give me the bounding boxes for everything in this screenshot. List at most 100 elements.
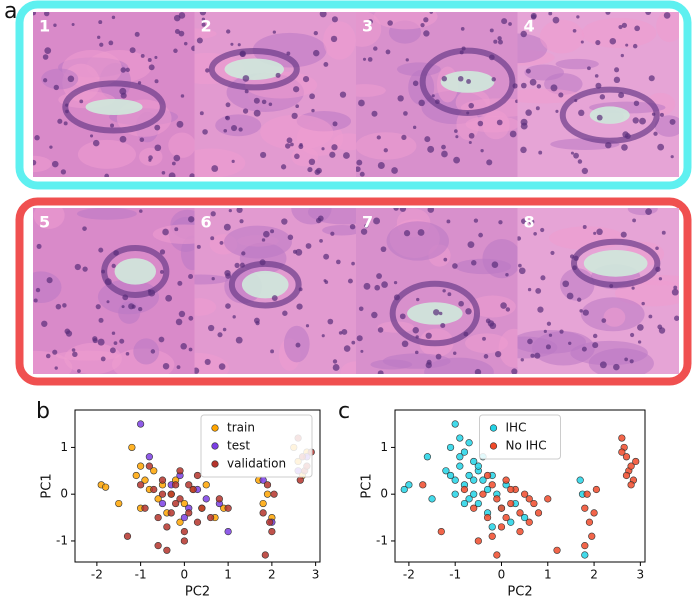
- y-tick-label: -1: [56, 533, 68, 547]
- nucleus: [79, 99, 84, 104]
- nucleus: [208, 324, 215, 332]
- nucleus: [332, 121, 338, 127]
- point: [456, 462, 464, 470]
- nucleus: [452, 263, 458, 269]
- nucleus: [46, 277, 53, 284]
- point: [154, 495, 162, 503]
- nucleus: [99, 42, 104, 47]
- nucleus: [530, 353, 535, 358]
- nucleus: [188, 216, 195, 223]
- lumen: [583, 249, 648, 277]
- point: [176, 495, 184, 503]
- point: [163, 523, 171, 531]
- nucleus: [125, 352, 130, 356]
- lumen: [224, 58, 285, 80]
- nucleus: [174, 227, 179, 232]
- stroma: [455, 258, 512, 275]
- point: [154, 542, 162, 550]
- nucleus: [154, 55, 158, 59]
- point: [145, 462, 153, 470]
- nucleus: [210, 236, 215, 241]
- nucleus: [399, 208, 407, 212]
- nucleus: [72, 351, 78, 358]
- x-tick-label: 2: [268, 568, 276, 582]
- panel-label: a: [4, 0, 17, 24]
- nucleus: [327, 318, 334, 325]
- stroma: [555, 58, 599, 70]
- point: [180, 537, 188, 545]
- legend-label: IHC: [506, 421, 527, 435]
- nucleus: [543, 329, 547, 333]
- y-tick-label: -1: [376, 533, 388, 547]
- nucleus: [282, 310, 288, 316]
- nucleus: [321, 147, 325, 151]
- tissue: [194, 208, 356, 374]
- nucleus: [630, 332, 635, 338]
- nucleus: [281, 218, 288, 225]
- nucleus: [393, 280, 398, 285]
- nucleus: [371, 110, 378, 117]
- nucleus: [550, 250, 555, 255]
- point: [224, 504, 232, 512]
- nucleus: [473, 218, 479, 223]
- nucleus: [376, 135, 381, 140]
- stroma: [33, 271, 62, 304]
- legend-box: [479, 414, 561, 460]
- nucleus: [405, 58, 409, 62]
- nucleus: [165, 294, 173, 302]
- nucleus: [36, 243, 42, 249]
- nucleus: [330, 231, 335, 236]
- nucleus: [52, 349, 58, 355]
- nucleus: [467, 241, 475, 249]
- nucleus: [225, 102, 231, 108]
- nucleus: [108, 40, 114, 46]
- point: [172, 499, 180, 508]
- nucleus: [525, 109, 532, 116]
- nucleus: [235, 336, 243, 344]
- stroma: [469, 295, 516, 318]
- nucleus: [202, 129, 208, 135]
- nucleus: [295, 342, 301, 348]
- nucleus: [230, 125, 238, 132]
- stroma: [33, 208, 65, 229]
- nucleus: [620, 231, 627, 238]
- nucleus: [280, 164, 287, 170]
- point: [400, 485, 408, 494]
- nucleus: [538, 150, 543, 155]
- nucleus: [383, 148, 388, 153]
- nucleus: [295, 248, 303, 256]
- nucleus: [418, 99, 425, 107]
- nucleus: [497, 36, 502, 41]
- nucleus: [225, 115, 231, 121]
- nucleus: [633, 100, 640, 107]
- nucleus: [442, 289, 446, 293]
- nucleus: [511, 368, 518, 374]
- nucleus: [533, 231, 537, 236]
- point: [446, 471, 455, 480]
- stroma: [386, 221, 449, 261]
- x-tick-label: 3: [637, 568, 645, 582]
- legend-marker: [489, 442, 498, 450]
- point: [622, 453, 631, 461]
- nucleus: [147, 58, 152, 62]
- nucleus: [468, 132, 475, 139]
- point: [202, 495, 210, 503]
- nucleus: [530, 14, 537, 20]
- nucleus: [471, 260, 477, 266]
- nucleus: [487, 320, 495, 327]
- nucleus: [42, 54, 49, 60]
- nucleus: [596, 228, 603, 236]
- nucleus: [595, 82, 602, 89]
- nucleus: [528, 219, 535, 225]
- nucleus: [540, 227, 545, 233]
- nucleus: [351, 261, 355, 266]
- legend-label: validation: [227, 457, 286, 471]
- nucleus: [188, 347, 193, 352]
- point: [132, 471, 140, 480]
- nucleus: [555, 109, 559, 113]
- nucleus: [574, 99, 578, 103]
- nucleus: [225, 303, 231, 309]
- stroma: [76, 208, 137, 220]
- nucleus: [331, 16, 338, 23]
- point: [581, 542, 589, 550]
